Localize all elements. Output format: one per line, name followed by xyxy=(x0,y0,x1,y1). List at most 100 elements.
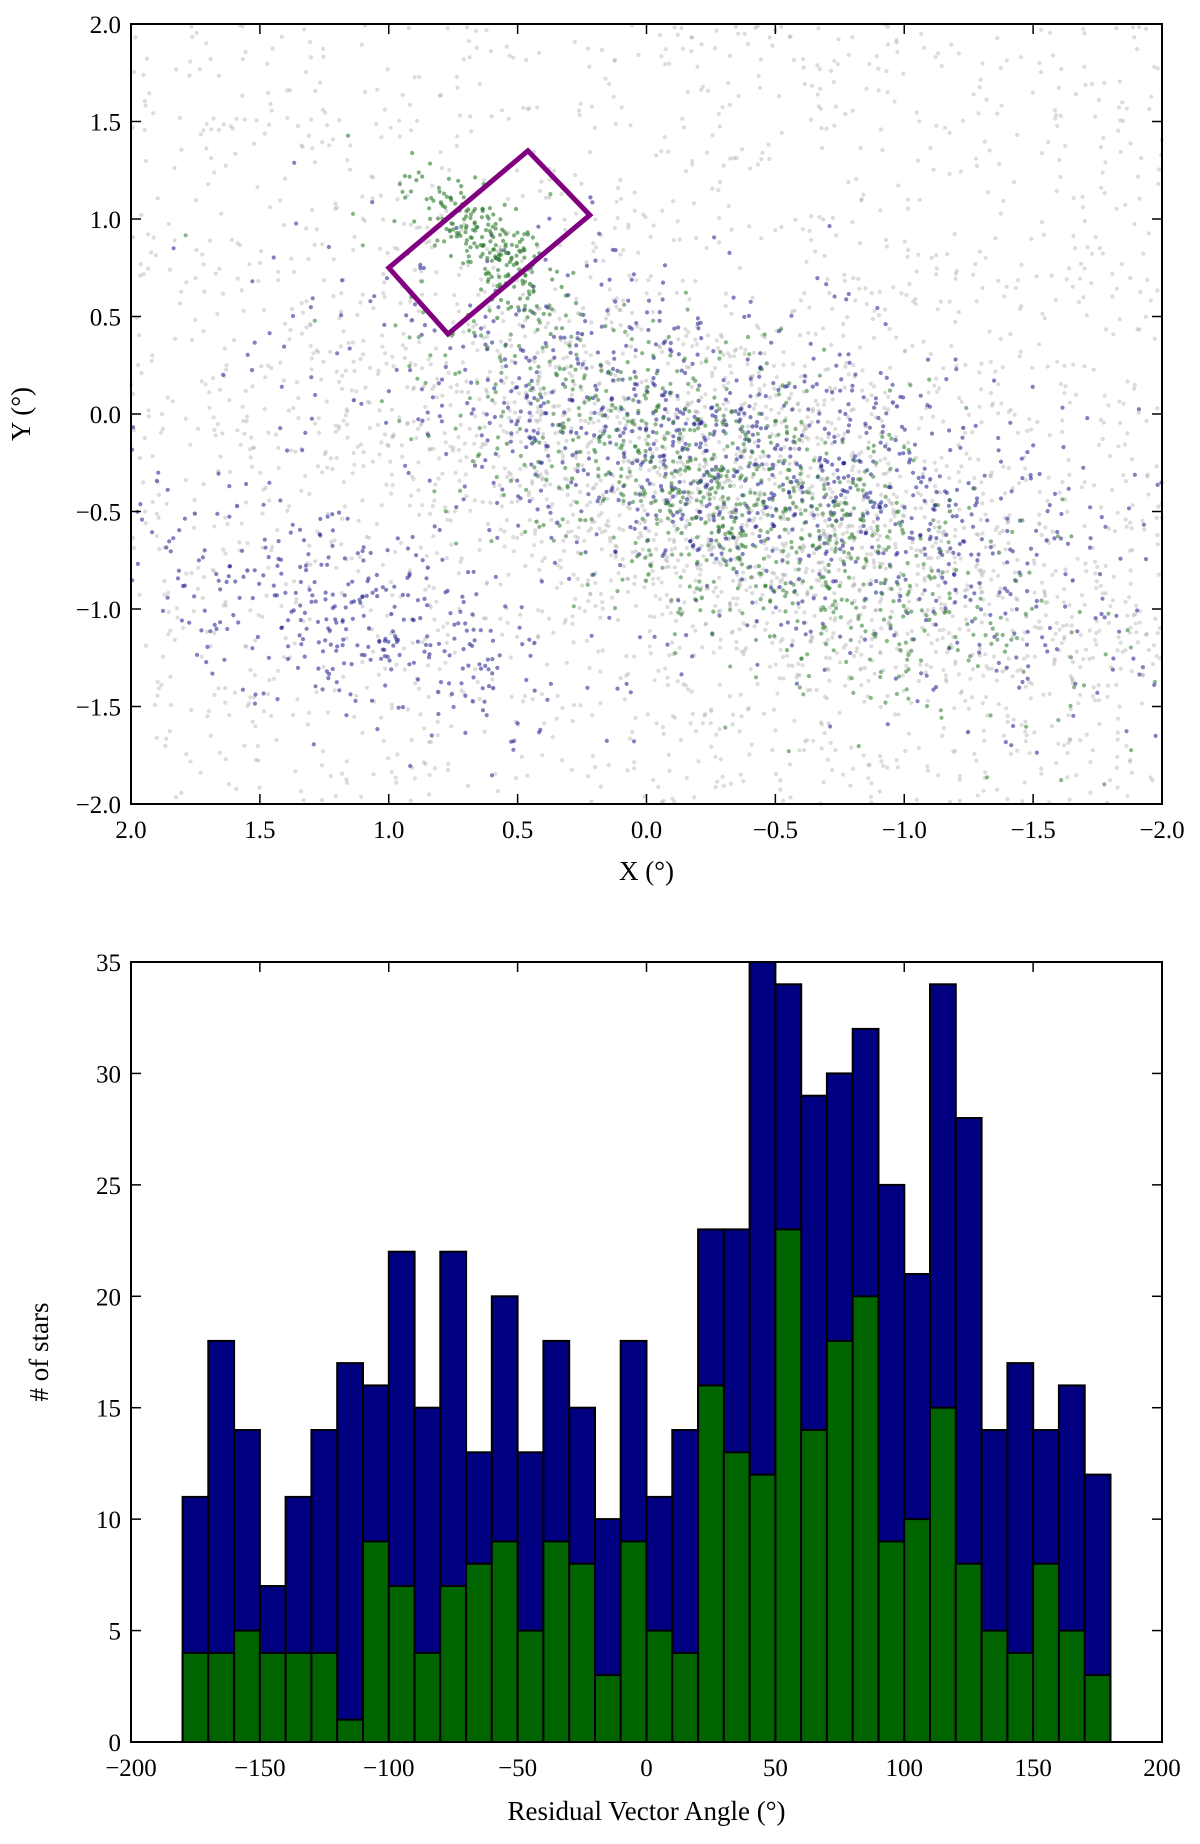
scatter-point-s1-1007 xyxy=(631,272,637,277)
scatter-point-s0-744 xyxy=(953,319,958,324)
scatter-point-s0-3069 xyxy=(888,518,893,523)
scatter-point-s0-2250 xyxy=(752,440,757,445)
scatter-point-s0-343 xyxy=(1128,581,1133,586)
scatter-point-s0-2658 xyxy=(871,519,876,524)
scatter-point-s0-1777 xyxy=(1019,262,1024,267)
scatter-point-s0-2357 xyxy=(400,454,405,459)
scatter-point-s1-633 xyxy=(1005,528,1010,534)
scatter-point-s2-39 xyxy=(629,559,635,564)
scatter-point-s1-691 xyxy=(998,496,1004,501)
scatter-point-s1-1026 xyxy=(919,671,924,676)
scatter-point-s0-2476 xyxy=(748,584,753,590)
scatter-point-s1-1304 xyxy=(298,603,303,608)
scatter-point-s0-1091 xyxy=(1065,751,1070,756)
scatter-point-s0-2608 xyxy=(640,547,645,552)
scatter-point-s0-2493 xyxy=(614,304,619,309)
scatter-point-s0-1394 xyxy=(577,113,582,118)
scatter-point-s0-2990 xyxy=(943,677,949,682)
scatter-point-s0-402 xyxy=(435,719,440,724)
scatter-point-s0-909 xyxy=(805,688,810,693)
scatter-point-s0-1328 xyxy=(445,768,451,773)
scatter-point-s0-249 xyxy=(995,36,1000,41)
scatter-point-s1-323 xyxy=(646,298,652,303)
scatter-point-s2-42 xyxy=(781,548,786,554)
scatter-point-s0-468 xyxy=(1115,510,1120,515)
scatter-point-s0-1482 xyxy=(696,759,701,764)
scatter-point-s1-1264 xyxy=(261,502,266,507)
scatter-point-s0-926 xyxy=(417,340,422,345)
scatter-point-s1-388 xyxy=(626,396,631,401)
scatter-point-s0-1212 xyxy=(1136,410,1141,415)
scatter-point-s0-2290 xyxy=(546,616,552,621)
scatter-point-s0-2709 xyxy=(944,464,949,469)
scatter-point-s1-549 xyxy=(660,280,666,285)
scatter-point-s0-538 xyxy=(1128,757,1133,762)
scatter-point-s0-79 xyxy=(756,326,761,331)
scatter-point-s2-212 xyxy=(887,388,893,393)
scatter-point-s0-1084 xyxy=(382,107,388,112)
scatter-point-s2-9 xyxy=(924,704,930,709)
scatter-point-s1-294 xyxy=(1135,608,1140,613)
scatter-point-s0-1347 xyxy=(274,737,279,742)
scatter-point-s1-1052 xyxy=(516,494,521,499)
scatter-point-s0-10 xyxy=(243,388,248,393)
scatter-point-s1-858 xyxy=(658,484,664,489)
scatter-point-s0-1641 xyxy=(328,349,333,354)
scatter-point-s1-704 xyxy=(1052,491,1058,496)
scatter-point-s1-80 xyxy=(560,460,565,465)
scatter-point-s0-959 xyxy=(346,340,351,345)
scatter-point-s2-35 xyxy=(810,496,815,501)
scatter-point-s1-825 xyxy=(878,440,883,445)
scatter-point-s1-562 xyxy=(836,475,841,480)
scatter-point-s0-1679 xyxy=(1065,775,1070,780)
scatter-point-s0-287 xyxy=(1094,586,1099,591)
scatter-point-s0-534 xyxy=(619,196,624,201)
scatter-point-s0-1092 xyxy=(642,508,647,513)
scatter-point-s1-882 xyxy=(750,424,755,429)
scatter-point-s1-1221 xyxy=(309,599,314,605)
scatter-point-s1-1274 xyxy=(429,733,434,738)
scatter-point-s0-3163 xyxy=(693,578,698,583)
scatter-point-s0-390 xyxy=(616,186,621,191)
scatter-point-s0-3046 xyxy=(391,432,396,437)
scatter-point-s1-473 xyxy=(406,470,411,476)
scatter-point-s0-578 xyxy=(260,545,265,550)
scatter-point-s1-1006 xyxy=(495,535,500,540)
scatter-point-s0-1136 xyxy=(1125,379,1130,384)
scatter-point-s0-226 xyxy=(302,27,307,32)
scatter-point-s2-202 xyxy=(683,468,688,473)
scatter-point-s0-1872 xyxy=(617,513,622,518)
scatter-point-s1-261 xyxy=(666,417,671,422)
scatter-point-s0-1867 xyxy=(871,561,876,566)
scatter-point-s0-2058 xyxy=(598,429,603,434)
scatter-point-s0-3268 xyxy=(716,575,722,580)
scatter-point-s0-545 xyxy=(580,583,585,588)
scatter-point-s0-1754 xyxy=(378,246,383,251)
scatter-point-s0-1177 xyxy=(1098,417,1103,422)
scatter-point-s1-957 xyxy=(714,422,719,427)
scatter-point-s1-243 xyxy=(911,493,916,498)
scatter-point-s0-513 xyxy=(1071,362,1076,367)
scatter-point-s1-94 xyxy=(532,355,537,360)
scatter-point-s0-1143 xyxy=(216,73,221,78)
scatter-point-s2-195 xyxy=(536,317,541,322)
scatter-point-s0-2246 xyxy=(776,411,781,416)
scatter-point-s0-1970 xyxy=(813,593,818,598)
scatter-point-s0-1104 xyxy=(906,440,911,445)
scatter-point-s0-1434 xyxy=(654,438,659,443)
scatter-point-s0-2571 xyxy=(698,567,704,572)
scatter-point-s2-21 xyxy=(904,687,909,692)
scatter-point-s0-2064 xyxy=(625,504,631,509)
scatter-point-s0-547 xyxy=(1037,60,1042,66)
scatter-point-s1-266 xyxy=(887,447,892,452)
scatter-point-s0-2203 xyxy=(933,484,938,489)
scatter-point-s0-597 xyxy=(1039,27,1044,32)
scatter-point-s1-1067 xyxy=(660,297,665,302)
scatter-point-s0-3063 xyxy=(474,433,479,438)
scatter-point-s1-972 xyxy=(1155,482,1160,487)
scatter-point-s0-18 xyxy=(1132,386,1137,391)
scatter-point-s0-1868 xyxy=(717,682,722,687)
scatter-point-s0-214 xyxy=(959,399,964,404)
scatter-point-s1-99 xyxy=(934,536,939,541)
scatter-point-s0-2139 xyxy=(361,464,366,469)
